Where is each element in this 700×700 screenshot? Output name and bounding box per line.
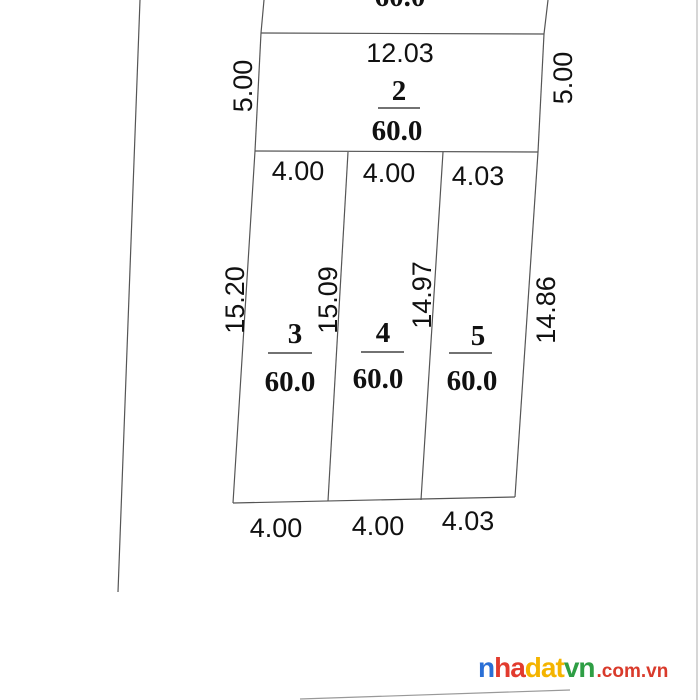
plot-5-right-edge	[514, 151, 539, 498]
plot-5-number: 5	[471, 320, 486, 352]
brand-letter: v	[563, 652, 580, 683]
plot-3-bottom-length: 4.00	[250, 513, 303, 543]
plot-2-number: 2	[392, 75, 407, 107]
plot-1-right-edge	[543, 0, 549, 35]
boundary-line-bottom	[299, 689, 571, 700]
plot-4-left-length: 15.09	[313, 266, 343, 334]
watermark-domain: .com.vn	[596, 661, 669, 682]
plot-2-left-length: 5.00	[228, 60, 258, 113]
plot-3-number: 3	[288, 318, 303, 350]
plot-5-bottom-length: 4.03	[442, 506, 495, 536]
brand-letter: n	[478, 652, 495, 683]
plot-2-bottom-edge	[254, 150, 539, 153]
plot-2-left-edge	[254, 32, 262, 152]
plot-4-number: 4	[376, 317, 391, 349]
plot-4-area: 60.0	[353, 363, 404, 395]
plots-bottom-edge	[232, 496, 516, 504]
brand-letter: h	[494, 652, 511, 683]
plot-4-bottom-length: 4.00	[352, 511, 405, 541]
plot-4-top-length: 4.00	[363, 158, 416, 188]
boundary-line-left	[117, 0, 141, 593]
plot-2-top-length: 12.03	[366, 38, 434, 68]
brand-letter: a	[510, 652, 526, 683]
brand-letter: d	[524, 652, 542, 683]
plot-3-top-length: 4.00	[272, 156, 325, 186]
plot-2-right-length: 5.00	[548, 52, 578, 105]
plot-3-left-length: 15.20	[220, 266, 250, 334]
plot-3-area: 60.0	[265, 366, 316, 398]
plot-3-left-edge	[232, 150, 256, 504]
plot-1-area: 60.0	[375, 0, 426, 13]
plot-2-area: 60.0	[372, 115, 423, 147]
brand-letter: a	[540, 652, 557, 683]
plot-4-5-divider	[420, 151, 444, 501]
plot-2-right-edge	[537, 33, 545, 153]
plot-5-right-length: 14.86	[531, 276, 561, 344]
plot-2-top-edge	[260, 32, 545, 35]
nhadatvn-watermark: nhadatvn .com.vn	[478, 652, 668, 692]
watermark-brand: nhadatvn	[478, 652, 596, 684]
plot-5-top-length: 4.03	[452, 161, 505, 191]
brand-letter: t	[555, 652, 564, 683]
plot-5-area: 60.0	[447, 365, 498, 397]
plot-1-left-edge	[260, 0, 265, 34]
brand-letter: n	[578, 652, 595, 683]
plot-3-4-divider	[327, 151, 349, 502]
plot-5-left-length: 14.97	[407, 261, 437, 329]
